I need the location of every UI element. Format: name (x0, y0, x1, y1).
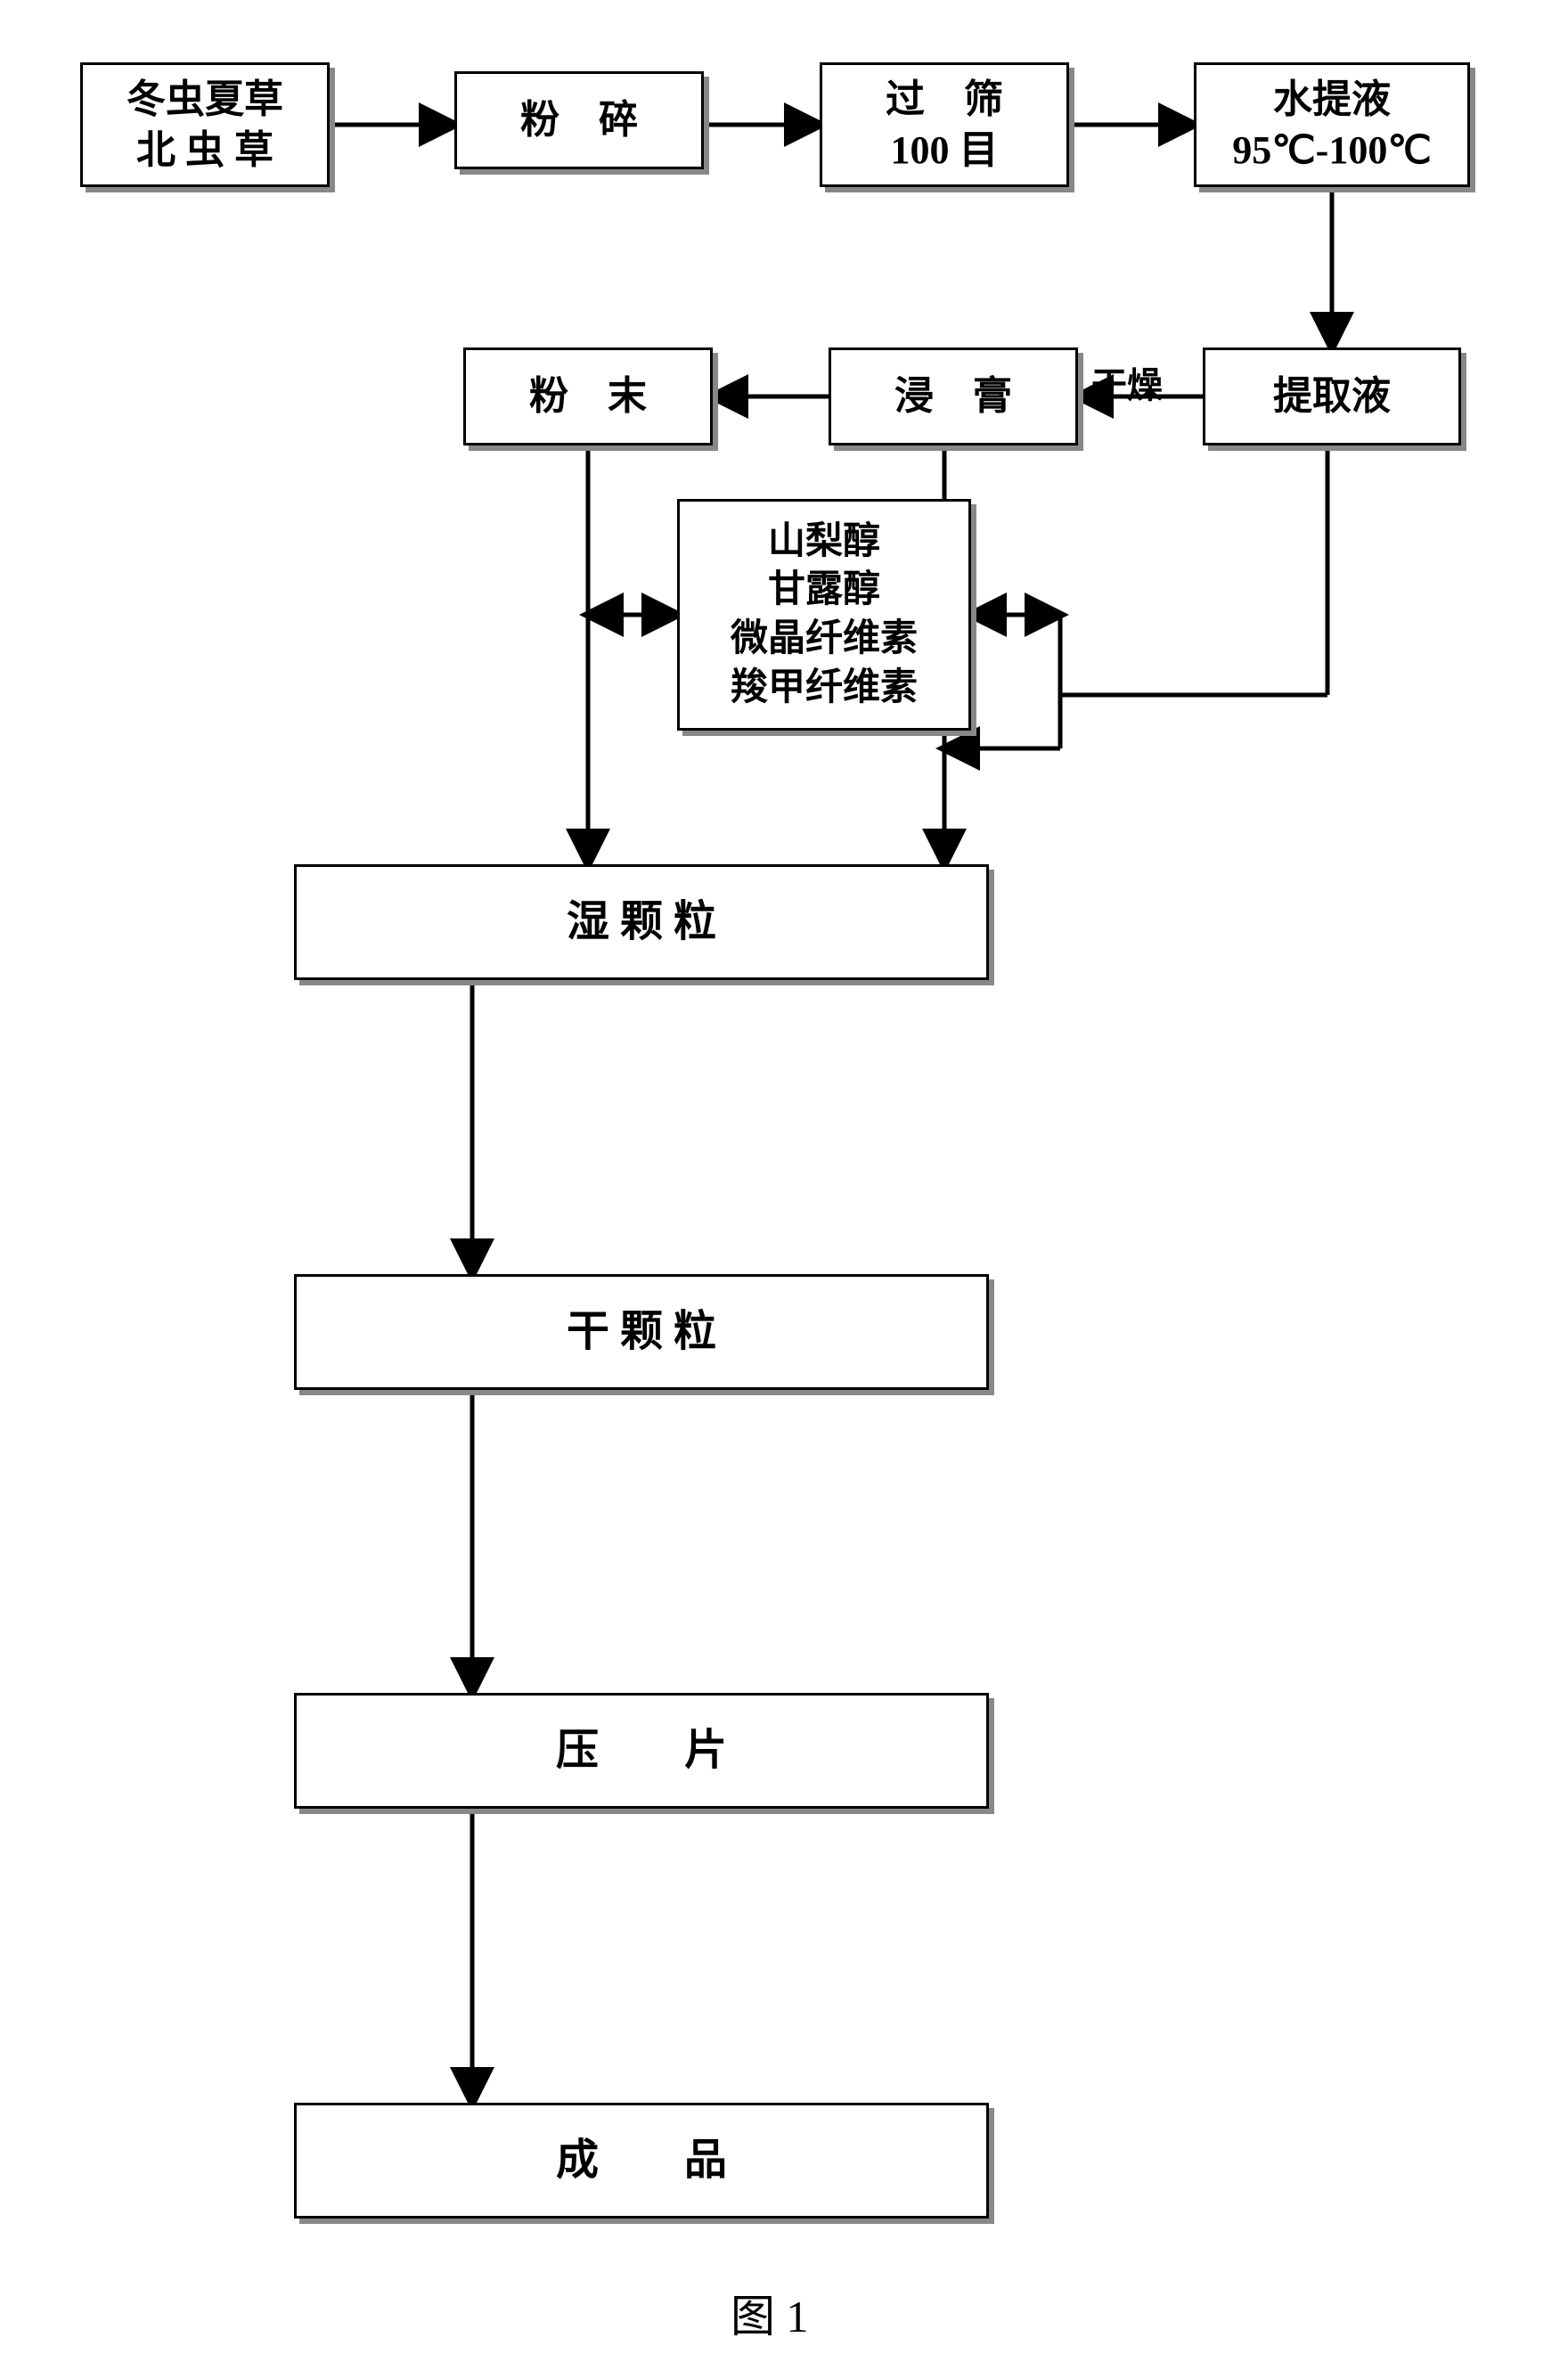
node-n9: 湿 颗 粒 (294, 864, 989, 980)
node-n8: 山梨醇 甘露醇 微晶纤维素 羧甲纤维素 (677, 499, 971, 731)
node-n7-text: 粉 末 (529, 371, 647, 421)
node-n3-text: 过 筛 100 目 (886, 74, 1003, 176)
node-n11: 压 片 (294, 1693, 989, 1809)
node-n2-text: 粉 碎 (520, 94, 638, 145)
node-n7: 粉 末 (463, 347, 713, 445)
node-n1: 冬虫夏草 北 虫 草 (80, 62, 330, 187)
node-n5-text: 提取液 (1273, 371, 1391, 421)
caption-text: 图 1 (731, 2292, 809, 2341)
edge-4-label: 干燥 (1091, 356, 1163, 408)
node-n12: 成 品 (294, 2103, 989, 2219)
node-n6: 浸 膏 (829, 347, 1078, 445)
node-n12-text: 成 品 (556, 2133, 727, 2188)
node-n11-text: 压 片 (556, 1723, 727, 1778)
figure-caption: 图 1 (731, 2281, 809, 2345)
node-n3: 过 筛 100 目 (820, 62, 1069, 187)
node-n4-text: 水提液 95℃-100℃ (1232, 74, 1431, 176)
node-n2: 粉 碎 (454, 71, 704, 169)
node-n6-text: 浸 膏 (894, 371, 1012, 421)
node-n8-text: 山梨醇 甘露醇 微晶纤维素 羧甲纤维素 (731, 518, 918, 712)
node-n1-text: 冬虫夏草 北 虫 草 (127, 74, 283, 176)
node-n4: 水提液 95℃-100℃ (1194, 62, 1470, 187)
node-n9-text: 湿 颗 粒 (567, 895, 716, 950)
node-n10: 干 颗 粒 (294, 1274, 989, 1390)
node-n5: 提取液 (1203, 347, 1461, 445)
node-n10-text: 干 颗 粒 (567, 1304, 716, 1360)
